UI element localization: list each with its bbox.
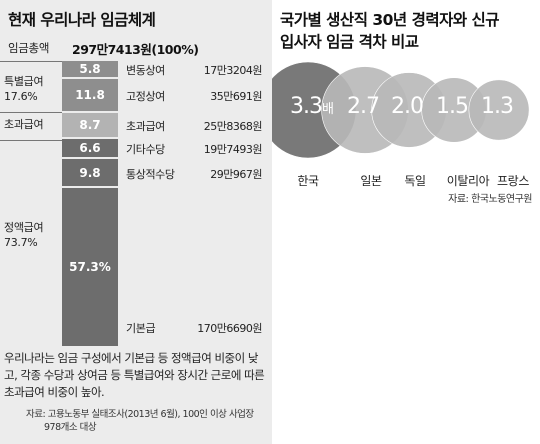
bar-segment: 6.6 xyxy=(62,139,118,158)
group-label-fixed: 정액급여 73.7% xyxy=(4,221,44,249)
bar-segment: 8.7 xyxy=(62,113,118,138)
component-name: 기본급 xyxy=(126,322,156,336)
component-amount: 25만8368원 xyxy=(203,120,263,134)
wage-gap-panel: 국가별 생산직 30년 경력자와 신규 입사자 임금 격차 비교 3.3배 2.7… xyxy=(272,0,540,444)
component-amount: 19만7493원 xyxy=(203,143,263,157)
right-source-text: 자료: 한국노동연구원 xyxy=(448,194,532,205)
country-label: 이탈리아 xyxy=(446,174,490,188)
total-wage-value: 297만7413원(100%) xyxy=(72,42,199,57)
bubble-value-label: 3.3배 xyxy=(290,94,334,119)
bubble-value-label: 2.0 xyxy=(391,94,424,119)
bar-segment: 11.8 xyxy=(62,78,118,112)
country-label: 일본 xyxy=(360,174,382,188)
bubble-value-label: 1.5 xyxy=(436,94,469,119)
group-divider xyxy=(0,140,62,141)
total-wage-label: 임금총액 xyxy=(8,41,50,55)
component-name: 초과급여 xyxy=(126,120,165,134)
component-amount: 35만691원 xyxy=(210,90,262,104)
bubble-unit-label: 배 xyxy=(322,102,334,117)
group-divider xyxy=(0,61,62,62)
right-chart-title-line1: 국가별 생산직 30년 경력자와 신규 xyxy=(280,11,500,29)
component-amount: 170만6690원 xyxy=(197,322,262,336)
country-label: 한국 xyxy=(297,174,319,188)
wage-structure-panel: 현재 우리나라 임금체계 임금총액 297만7413원(100%) 특별급여 1… xyxy=(0,0,272,444)
component-name: 고정상여 xyxy=(126,90,165,104)
country-label: 프랑스 xyxy=(497,174,529,188)
component-name: 변동상여 xyxy=(126,63,165,77)
left-note-text: 우리나라는 임금 구성에서 기본급 등 정액급여 비중이 낮고, 각종 수당과 … xyxy=(4,351,265,399)
group-divider xyxy=(0,112,62,113)
component-amount: 29만967원 xyxy=(210,167,262,181)
left-source-text: 자료: 고용노동부 실태조사(2013년 6월), 100인 이상 사업장 97… xyxy=(26,409,254,433)
component-name: 통상적수당 xyxy=(126,167,175,181)
bubble xyxy=(468,79,530,141)
component-amount: 17만3204원 xyxy=(203,63,263,77)
bar-segment: 5.8 xyxy=(62,61,118,77)
group-label-special: 특별급여 17.6% xyxy=(4,75,44,103)
bubble-chart xyxy=(272,61,530,159)
bubble-value-label: 1.3 xyxy=(481,94,514,119)
left-chart-title: 현재 우리나라 임금체계 xyxy=(8,11,156,29)
bar-segment: 9.8 xyxy=(62,159,118,187)
country-label: 독일 xyxy=(404,174,426,188)
group-label-overtime: 초과급여 xyxy=(4,118,44,131)
bubble-value-label: 2.7 xyxy=(347,94,380,119)
component-name: 기타수당 xyxy=(126,143,165,157)
bar-segment: 57.3% xyxy=(62,188,118,346)
right-chart-title-line2: 입사자 임금 격차 비교 xyxy=(280,33,419,51)
